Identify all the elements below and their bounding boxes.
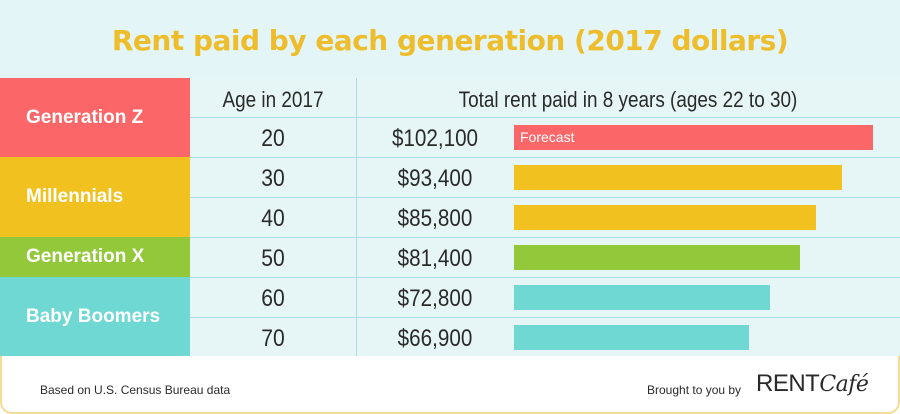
- footer: [0, 356, 900, 414]
- row-divider: [190, 157, 900, 158]
- rent-bar: [514, 325, 749, 350]
- generation-x-text: Generation X: [26, 246, 145, 267]
- rent-column-header: Total rent paid in 8 years (ages 22 to 3…: [458, 87, 798, 112]
- age-cell: 70: [261, 325, 285, 352]
- age-column-header: Age in 2017: [222, 87, 324, 112]
- age-cell: 50: [261, 245, 285, 272]
- footer-border: [0, 356, 900, 414]
- row-divider: [190, 277, 900, 278]
- rent-bar: [514, 205, 816, 230]
- row-divider: [190, 317, 900, 318]
- generation-x-label: Generation X: [0, 237, 190, 277]
- row-divider: [190, 237, 900, 238]
- rent-value-label: $85,800: [397, 205, 473, 232]
- rent-value-label: $81,400: [397, 245, 473, 272]
- generation-z-text: Generation Z: [26, 106, 144, 128]
- forecast-label: Forecast: [520, 129, 575, 145]
- rent-bar: [514, 245, 800, 270]
- rent-bar: [514, 285, 770, 310]
- chart-title: Rent paid by each generation (2017 dolla…: [111, 24, 789, 57]
- rent-value-label: $102,100: [391, 125, 479, 152]
- title-band: [0, 0, 900, 78]
- row-divider: [190, 197, 900, 198]
- rent-value-label: $66,900: [397, 325, 473, 352]
- logo-cafe-text: Café: [819, 372, 869, 397]
- header-divider: [190, 117, 900, 118]
- millennials-text: Millennials: [26, 186, 124, 207]
- generation-z-label: Generation Z: [0, 78, 190, 157]
- rent-bar: [514, 165, 842, 190]
- baby-boomers-label: Baby Boomers: [0, 277, 190, 356]
- rent-value-label: $93,400: [397, 165, 473, 192]
- age-cell: 60: [261, 285, 285, 312]
- age-cell: 40: [261, 205, 285, 232]
- logo-rent-text: RENT: [756, 370, 820, 397]
- rent-value-label: $72,800: [397, 285, 473, 312]
- millennials-label: Millennials: [0, 157, 190, 237]
- rent-bar: [514, 125, 873, 150]
- baby-boomers-text: Baby Boomers: [26, 305, 161, 327]
- rentcafe-logo: RENTCafé: [756, 370, 869, 398]
- age-cell: 30: [261, 165, 285, 192]
- age-cell: 20: [261, 125, 285, 152]
- column-divider: [356, 78, 357, 356]
- brought-by-text: Brought to you by: [647, 383, 742, 397]
- source-note: Based on U.S. Census Bureau data: [40, 383, 231, 397]
